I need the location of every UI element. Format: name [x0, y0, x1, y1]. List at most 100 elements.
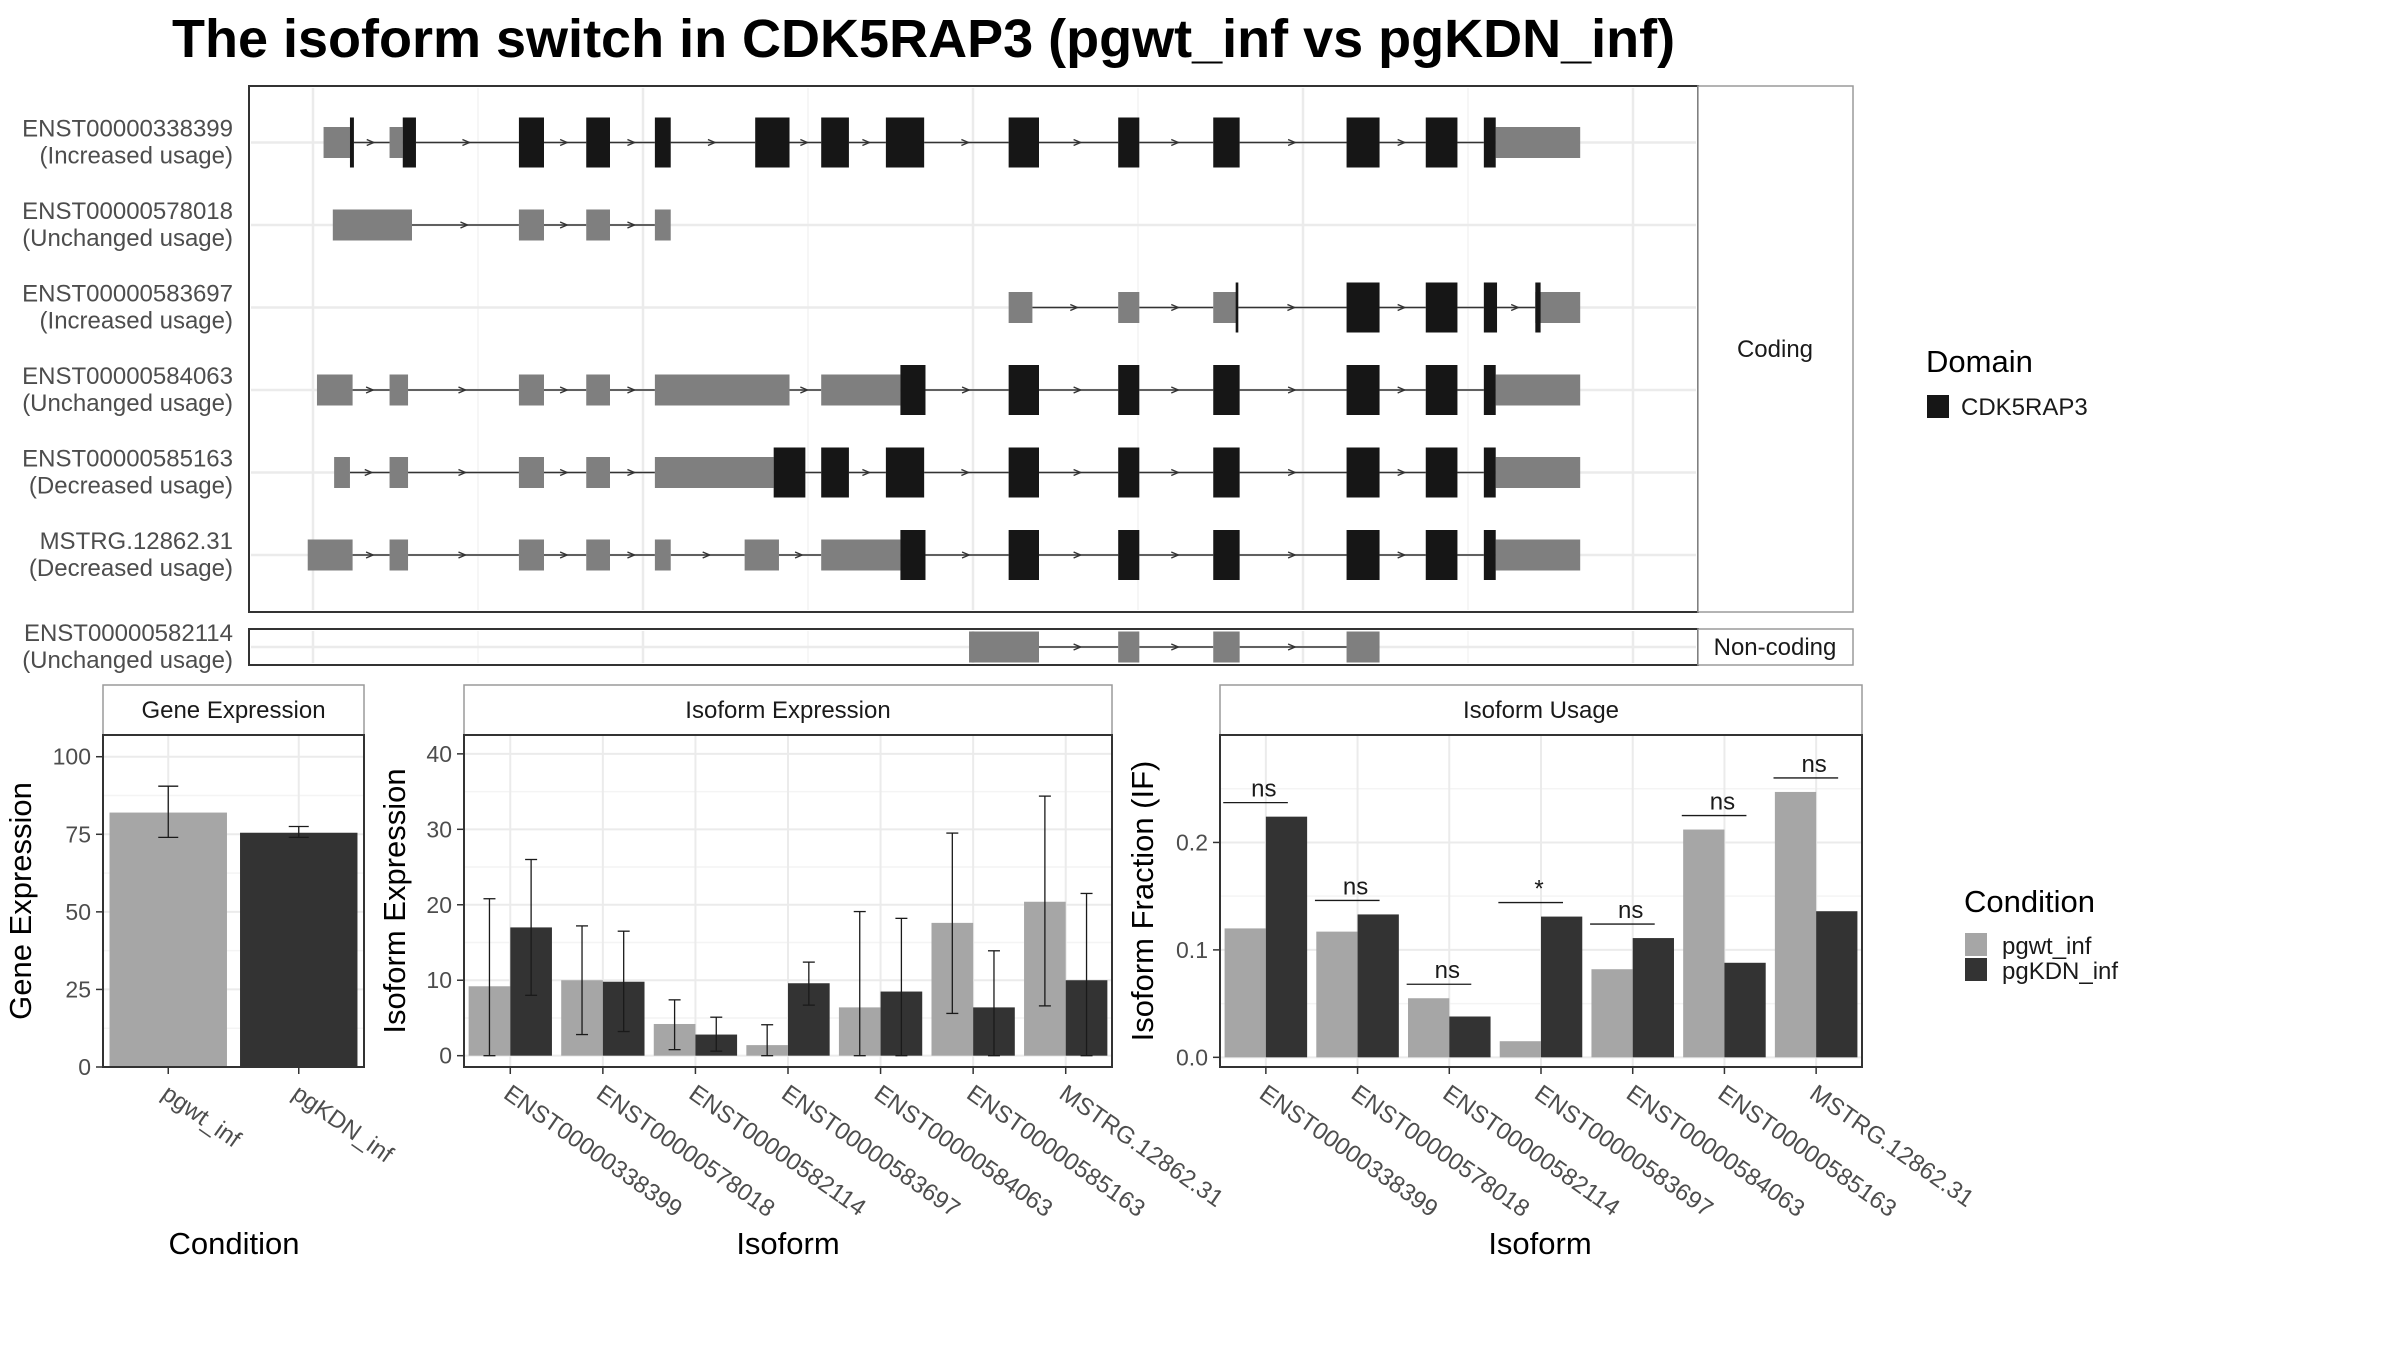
domain-exon [1425, 447, 1458, 498]
bar-pgwt_inf [109, 812, 227, 1067]
transcript-usage-label: (Unchanged usage) [22, 390, 233, 417]
intron-arrow [1397, 468, 1407, 477]
domain-exon [755, 117, 790, 168]
utr-exon [389, 374, 409, 406]
utr-exon [518, 539, 544, 571]
domain-exon [1118, 447, 1140, 498]
utr-exon [1495, 457, 1581, 488]
domain-exon [821, 117, 849, 168]
intron-arrow [559, 468, 569, 477]
utr-exon [586, 209, 610, 241]
intron-arrow [458, 551, 468, 559]
domain-exon [1235, 282, 1239, 333]
domain-exon [1213, 365, 1240, 415]
utr-exon [316, 374, 353, 406]
intron-arrow [627, 221, 637, 229]
transcript-labels: ENST00000338399(Increased usage)ENST0000… [22, 116, 233, 675]
intron-arrow [961, 138, 971, 147]
x-tick-label: MSTRG.12862.31 [1054, 1080, 1228, 1213]
intron-arrow [1171, 386, 1181, 394]
domain-exon [1425, 282, 1458, 333]
bar-pgwt_inf [1316, 931, 1358, 1058]
intron-arrow [460, 221, 470, 229]
intron-arrow [961, 386, 971, 394]
domain-exon [1213, 530, 1240, 580]
y-tick-label: 0.1 [1176, 937, 1208, 963]
plot-frame [102, 734, 365, 1068]
intron-arrow [1287, 468, 1297, 477]
x-tick-label: pgKDN_inf [287, 1080, 398, 1169]
utr-exon [334, 457, 350, 488]
y-tick-label: 0.0 [1176, 1044, 1208, 1070]
y-axis-title: Isoform Fraction (IF) [1125, 761, 1160, 1042]
x-axis-title: Condition [169, 1226, 300, 1261]
utr-exon [1213, 631, 1240, 663]
utr-exon [1118, 631, 1140, 663]
significance-label: ns [1435, 957, 1460, 984]
x-axis-title: Isoform [736, 1226, 839, 1261]
intron-arrow [627, 386, 637, 394]
significance-label: ns [1710, 789, 1735, 816]
isoform-expression-chart: Isoform Expression010203040ENST000003383… [377, 684, 1228, 1261]
utr-exon [1118, 292, 1140, 323]
bar-pgwt_inf [1499, 1041, 1541, 1058]
bar-pgKDN_inf [1632, 938, 1674, 1058]
intron-arrow [365, 386, 375, 394]
y-tick-label: 20 [426, 892, 452, 918]
intron-arrow [702, 551, 712, 559]
coding-structure-panel: Coding [248, 85, 1854, 613]
bar-pgKDN_inf [1265, 816, 1308, 1058]
domain-exon [1535, 282, 1541, 333]
utr-exon [821, 374, 901, 406]
bar-pgwt_inf [1683, 829, 1725, 1058]
transcript-usage-label: (Increased usage) [40, 308, 233, 335]
condition-legend-title: Condition [1964, 884, 2095, 919]
intron-arrow [800, 386, 810, 394]
bar-pgKDN_inf [1816, 911, 1858, 1058]
intron-arrow [627, 138, 637, 147]
intron-arrow [961, 551, 971, 559]
y-tick-label: 30 [426, 816, 452, 842]
domain-exon [1425, 530, 1458, 580]
coding-strip-label: Coding [1737, 336, 1813, 363]
legend-label-pgkdn: pgKDN_inf [2002, 958, 2118, 985]
y-axis-title: Gene Expression [3, 782, 38, 1020]
intron-arrow [1073, 551, 1083, 559]
intron-arrow [1397, 551, 1407, 559]
intron-arrow [1397, 386, 1407, 394]
coding-strip [1697, 85, 1854, 613]
bar-pgKDN_inf [240, 832, 358, 1067]
utr-exon [654, 457, 774, 488]
intron-arrow [366, 138, 376, 147]
panel-strip [1219, 684, 1863, 736]
domain-exon [654, 117, 671, 168]
domain-exon [1483, 530, 1496, 580]
domain-exon [1008, 447, 1039, 498]
intron-arrow [1073, 643, 1083, 651]
y-tick-label: 50 [65, 899, 91, 925]
intron-arrow [364, 468, 374, 477]
domain-exon [1425, 365, 1458, 415]
utr-exon [586, 457, 610, 488]
transcript-ENST00000338399 [323, 117, 1581, 168]
domain-exon [1213, 447, 1240, 498]
transcript-id-label: ENST00000338399 [22, 116, 233, 143]
intron-arrow [627, 551, 637, 559]
bar-pgwt_inf [1224, 928, 1266, 1058]
intron-arrow [1287, 643, 1297, 651]
utr-exon [518, 457, 544, 488]
utr-exon [969, 631, 1039, 663]
transcript-usage-label: (Increased usage) [40, 143, 233, 170]
intron-arrow [1287, 303, 1297, 312]
domain-exon [900, 365, 926, 415]
gene-expression-chart: Gene Expression 0 25 50 75 100 pgwt_inf pgKDN_i… [3, 684, 398, 1261]
utr-exon [389, 539, 409, 571]
utr-exon [586, 374, 610, 406]
transcript-id-label: MSTRG.12862.31 [40, 528, 233, 555]
legend-label-pgwt: pgwt_inf [2002, 933, 2092, 960]
intron-arrow [559, 551, 569, 559]
panel-strip [102, 684, 365, 736]
domain-exon [821, 447, 849, 498]
domain-exon [1008, 365, 1039, 415]
intron-arrow [1073, 386, 1083, 394]
